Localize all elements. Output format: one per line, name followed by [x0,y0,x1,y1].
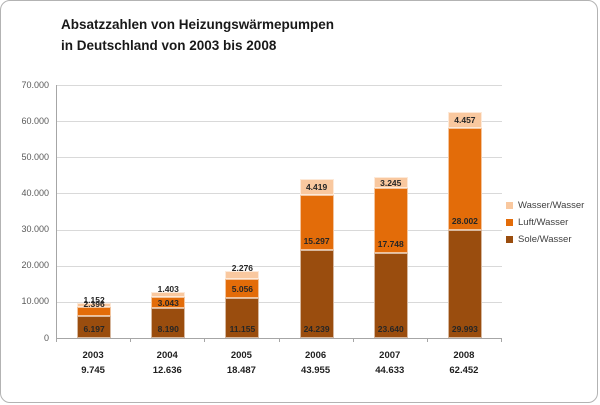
bar-segment-sole-wasser [225,297,260,338]
gridline [57,301,502,303]
data-label: 1.152 [83,294,105,305]
x-axis-category: 2006 43.955 [279,348,353,378]
bar-segment-sole-wasser [151,308,186,338]
data-label: 5.056 [231,283,254,294]
bar-segment-luft-wasser [373,188,408,253]
data-label: 1.403 [157,284,179,295]
bar-segment-wasser-wasser [373,176,408,189]
y-axis-tick-label: 40.000 [21,187,49,198]
x-axis-total-label: 62.452 [449,365,479,376]
legend-item: Wasser/Wasser [506,197,584,214]
gridline [57,193,502,195]
legend-label: Luft/Wasser [518,217,569,228]
bar-segment-luft-wasser [225,279,260,298]
data-label: 17.748 [377,238,404,249]
x-axis-year-label: 2003 [82,350,104,361]
x-axis-category: 2004 12.636 [130,348,204,378]
chart-title-line-2: in Deutschland von 2003 bis 2008 [61,38,277,53]
x-axis-total-label: 44.633 [375,365,405,376]
x-axis-total-label: 9.745 [81,365,105,376]
bar-segment-sole-wasser [299,250,334,338]
bar-segment-wasser-wasser [299,179,334,196]
chart-title-line-1: Absatzzahlen von Heizungswärmepumpen [61,17,335,32]
data-label: 15.297 [303,236,330,247]
legend-label: Wasser/Wasser [518,200,585,211]
x-axis-total-label: 12.636 [152,365,182,376]
data-label: 29.993 [451,324,478,334]
x-axis-tick [352,338,354,342]
x-axis-tick [501,338,502,342]
data-label: 6.197 [83,324,105,334]
y-axis-tick-label: 0 [43,332,49,343]
plot-area: 6.197 2.396 1.152 8.190 3.043 1.403 11.155 5.05… [56,85,502,339]
bar-stack-2008 [447,112,482,338]
x-axis-total-label: 18.487 [226,365,256,376]
bar-stack-2007 [373,176,408,338]
bar-segment-wasser-wasser [447,112,482,129]
bar-segment-luft-wasser [77,306,112,316]
x-axis-tick [130,338,132,342]
data-label: 2.396 [83,298,105,309]
legend-item: Sole/Wasser [506,231,584,248]
legend-label: Sole/Wasser [518,234,572,245]
chart-title: Absatzzahlen von Heizungswärmepumpen in … [61,14,334,56]
legend-swatch [506,202,513,209]
gridline [57,229,502,231]
y-axis-tick-label: 70.000 [21,79,49,90]
x-axis-year-label: 2004 [156,350,178,361]
data-label: 3.245 [380,177,402,188]
x-axis-year-label: 2008 [453,350,475,361]
bar-stack-2005 [225,271,260,338]
bar-segment-sole-wasser [373,252,408,338]
gridline [57,157,502,159]
x-axis-tick [426,338,428,342]
data-label: 8.190 [157,324,179,334]
bar-segment-luft-wasser [447,128,482,230]
bar-segment-wasser-wasser [151,292,186,298]
legend-item: Luft/Wasser [506,214,584,231]
data-label: 23.640 [377,324,404,334]
x-axis-category: 2003 9.745 [56,348,130,378]
y-axis-tick-label: 20.000 [21,260,49,271]
data-label: 11.155 [229,324,256,334]
bar-segment-sole-wasser [447,229,482,338]
y-axis-tick-label: 10.000 [21,296,49,307]
bar-segment-luft-wasser [299,195,334,251]
bar-segment-wasser-wasser [225,271,260,280]
legend: Wasser/Wasser Luft/Wasser Sole/Wasser [506,197,584,248]
data-label: 4.419 [305,182,328,193]
x-axis-category: 2005 18.487 [204,348,278,378]
data-label: 2.276 [231,263,254,274]
gridline [57,265,502,267]
data-label: 3.043 [157,297,179,308]
y-axis-tick-label: 30.000 [21,224,49,235]
x-axis-total-label: 43.955 [301,365,331,376]
legend-swatch [506,236,513,243]
x-axis-tick [204,338,206,342]
x-axis-year-label: 2006 [305,350,327,361]
data-label: 24.239 [303,324,330,334]
legend-swatch [506,219,513,226]
x-axis-year-label: 2005 [230,350,252,361]
data-label: 28.002 [451,215,478,226]
bar-stack-2004 [151,292,186,338]
x-axis-category: 2007 44.633 [353,348,427,378]
x-axis-tick [278,338,280,342]
bar-stack-2006 [299,179,334,338]
gridline [57,85,502,86]
y-axis-tick-label: 50.000 [21,151,49,162]
bar-stack-2003 [77,302,112,338]
x-axis-year-label: 2007 [379,350,401,361]
y-axis-tick-label: 60.000 [21,115,49,126]
bar-segment-sole-wasser [77,315,112,338]
x-axis-tick [56,338,57,342]
bar-segment-wasser-wasser [77,302,112,307]
data-label: 4.457 [454,115,476,126]
x-axis-category: 2008 62.452 [427,348,501,378]
bar-segment-luft-wasser [151,297,186,309]
gridline [57,121,502,123]
